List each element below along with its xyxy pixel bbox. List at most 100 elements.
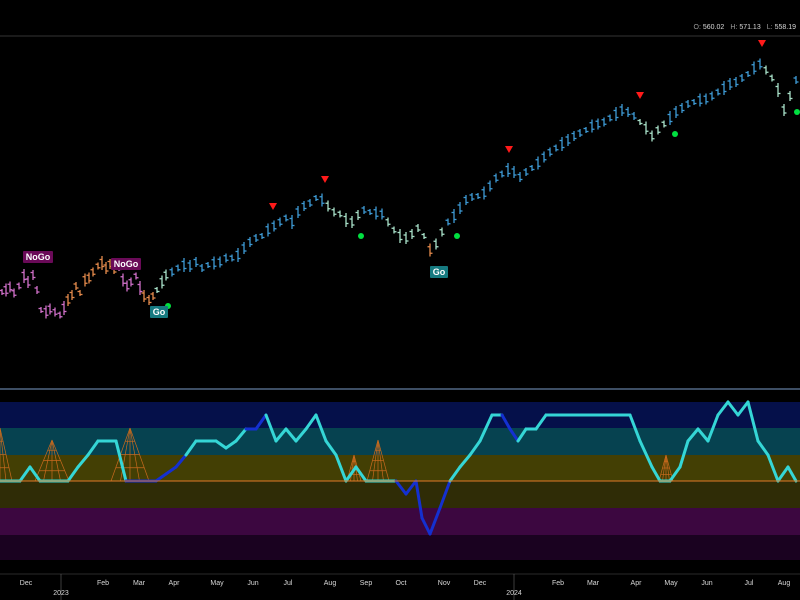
- x-axis-year-label: 2023: [53, 574, 69, 600]
- osc-segment: [756, 439, 770, 457]
- price-bar: [16, 282, 22, 290]
- price-bar: [673, 106, 679, 118]
- price-bar: [715, 88, 721, 96]
- price-bar: [505, 163, 511, 177]
- price-bar: [403, 232, 409, 244]
- price-bar: [703, 93, 709, 105]
- price-bar: [373, 206, 379, 220]
- price-bar: [589, 119, 595, 133]
- price-bar: [649, 130, 655, 142]
- osc-segment: [650, 465, 662, 483]
- osc-band-5: [0, 535, 800, 560]
- price-bar: [367, 209, 373, 215]
- osc-band-0: [0, 402, 800, 428]
- price-bar: [631, 112, 637, 120]
- price-bar: [289, 215, 295, 229]
- price-bar: [343, 213, 349, 227]
- price-bar: [69, 290, 75, 300]
- osc-segment: [354, 465, 368, 483]
- price-bar: [25, 276, 31, 288]
- price-bar: [65, 294, 71, 306]
- price-bar: [154, 287, 160, 293]
- osc-segment: [478, 413, 494, 443]
- price-bar: [751, 61, 757, 75]
- svg-text:Dec: Dec: [474, 580, 487, 587]
- price-bar: [38, 307, 44, 313]
- price-bar: [469, 193, 475, 201]
- price-bar: [319, 193, 325, 207]
- svg-text:Feb: Feb: [552, 580, 564, 587]
- price-bar: [211, 256, 217, 270]
- osc-segment: [414, 479, 424, 520]
- x-axis-month-label: Oct: [396, 580, 407, 587]
- price-bar: [571, 131, 577, 141]
- price-bar: [739, 74, 745, 82]
- price-bar: [643, 121, 649, 135]
- x-axis-month-label: Aug: [324, 580, 337, 587]
- osc-segment: [294, 427, 308, 443]
- price-bar: [637, 119, 643, 125]
- price-bar: [229, 254, 235, 262]
- x-axis-month-label: Mar: [133, 580, 146, 587]
- osc-segment: [534, 413, 548, 431]
- price-bar: [409, 229, 415, 239]
- osc-segment: [164, 465, 178, 476]
- osc-segment: [184, 439, 198, 457]
- price-bar: [529, 165, 535, 171]
- price-bar: [787, 91, 793, 101]
- price-bar: [181, 258, 187, 272]
- price-bar: [7, 281, 13, 293]
- top-arrow: [269, 203, 277, 210]
- price-bar: [265, 223, 271, 237]
- top-arrow: [321, 176, 329, 183]
- high-value: H: 571.13: [730, 24, 761, 31]
- x-axis-month-label: Dec: [474, 580, 487, 587]
- price-bar: [451, 209, 457, 223]
- osc-segment: [716, 400, 730, 417]
- osc-segment: [254, 413, 268, 431]
- osc-segment: [304, 413, 318, 431]
- price-bar: [150, 292, 156, 300]
- nogo-label: NoGo: [23, 251, 53, 263]
- price-bar: [57, 311, 63, 319]
- price-bar: [769, 74, 775, 82]
- price-bar: [661, 120, 667, 128]
- svg-text:NoGo: NoGo: [114, 259, 139, 269]
- price-bar: [415, 224, 421, 232]
- svg-text:Feb: Feb: [97, 580, 109, 587]
- price-bar: [625, 107, 631, 117]
- osc-segment: [28, 465, 42, 483]
- osc-segment: [18, 465, 32, 483]
- svg-text:Go: Go: [153, 307, 166, 317]
- x-axis-month-label: Feb: [97, 580, 109, 587]
- osc-segment: [696, 427, 710, 443]
- svg-text:2023: 2023: [53, 590, 69, 597]
- svg-text:Sep: Sep: [360, 580, 373, 587]
- osc-band-4: [0, 508, 800, 535]
- price-bars: [0, 58, 799, 319]
- price-bar: [685, 100, 691, 108]
- signal-labels: NoGo NoGo Go Go: [23, 251, 448, 318]
- price-bar: [253, 234, 259, 242]
- osc-segment: [736, 400, 750, 417]
- osc-segment: [334, 453, 348, 483]
- go-label: Go: [430, 266, 448, 278]
- price-bar: [565, 134, 571, 146]
- price-bar: [133, 272, 139, 280]
- price-bar: [733, 77, 739, 87]
- go-dot: [672, 131, 678, 137]
- go-dot: [358, 233, 364, 239]
- price-bar: [247, 237, 253, 247]
- osc-segment: [264, 413, 278, 443]
- price-bar: [331, 207, 337, 217]
- osc-segment: [314, 413, 328, 443]
- go-dot: [794, 109, 800, 115]
- price-bar: [427, 243, 433, 257]
- osc-segment: [420, 516, 432, 536]
- price-bar: [61, 301, 67, 315]
- svg-text:Jul: Jul: [284, 580, 293, 587]
- price-bar: [559, 137, 565, 151]
- price-bar: [547, 147, 553, 157]
- price-bar: [295, 206, 301, 218]
- price-bar: [95, 262, 101, 270]
